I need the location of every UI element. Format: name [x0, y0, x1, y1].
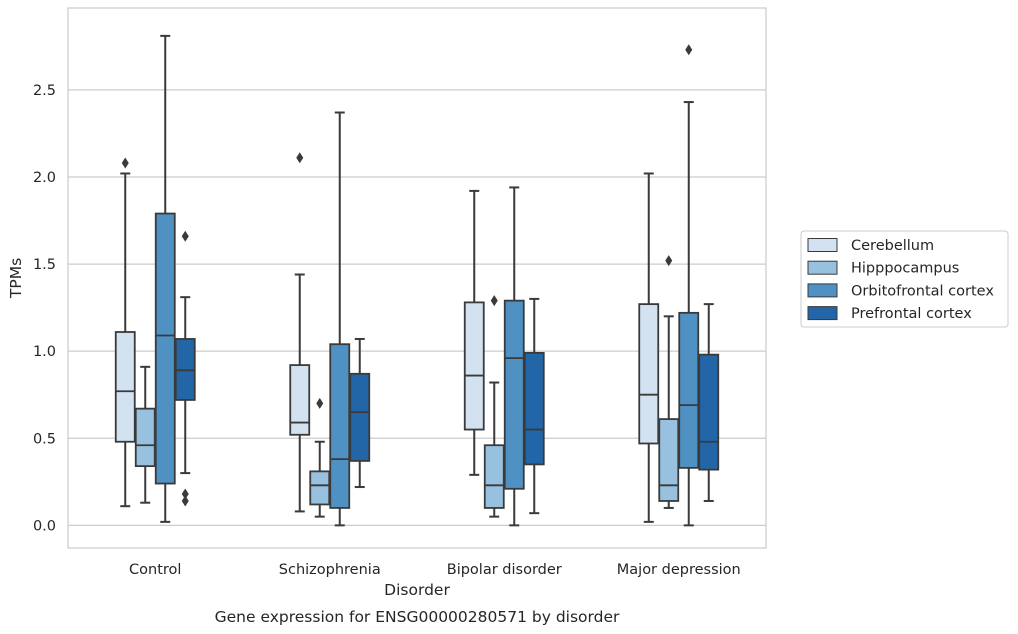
box-iqr: [134, 407, 156, 468]
flier-point: [685, 44, 693, 56]
box-group: [114, 34, 720, 527]
box-iqr: [698, 353, 720, 471]
box-cerebellum: [638, 172, 660, 523]
x-tick-label: Control: [129, 562, 181, 578]
box-hipppocampus: [658, 255, 680, 509]
flier-point: [316, 397, 324, 409]
box-iqr: [503, 299, 525, 490]
chart-caption: Gene expression for ENSG00000280571 by d…: [215, 608, 620, 626]
box-hipppocampus: [483, 295, 505, 518]
flier-point: [181, 230, 189, 242]
box-cerebellum: [463, 189, 485, 476]
box-iqr: [309, 470, 331, 506]
box-orbitofrontal-cortex: [503, 186, 525, 527]
box-cerebellum: [289, 152, 311, 513]
box-iqr: [349, 372, 371, 462]
box-iqr: [114, 331, 136, 443]
box-prefrontal-cortex: [349, 337, 371, 489]
box-orbitofrontal-cortex: [678, 44, 700, 527]
plot-frame: [67, 7, 767, 549]
legend-label: Cerebellum: [851, 238, 934, 254]
legend: Cerebellum Hipppocampus Orbitofrontal cort…: [800, 230, 1009, 328]
box-cerebellum: [114, 157, 136, 508]
flier-point: [181, 495, 189, 507]
y-tick-label: 0.5: [33, 431, 56, 447]
box-iqr: [463, 301, 485, 431]
box-iqr: [523, 352, 545, 466]
x-tick-label: Bipolar disorder: [447, 562, 562, 578]
y-tick-label: 1.0: [33, 344, 56, 360]
legend-swatch: [807, 283, 838, 298]
box-orbitofrontal-cortex: [154, 34, 176, 523]
box-iqr: [678, 311, 700, 469]
box-iqr: [329, 343, 351, 509]
legend-swatch: [807, 306, 838, 321]
legend-frame: [800, 230, 1009, 328]
box-iqr: [638, 303, 660, 445]
legend-swatch: [807, 238, 838, 252]
flier-point: [665, 255, 673, 267]
legend-label: Prefrontal cortex: [851, 306, 972, 322]
box-orbitofrontal-cortex: [329, 111, 351, 527]
y-tick-labels: 0.0 0.5 1.0 1.5 2.0 2.5: [33, 83, 56, 534]
flier-point: [490, 295, 498, 307]
flier-point: [296, 152, 304, 164]
x-tick-labels: Control Schizophrenia Bipolar disorder Majo…: [129, 562, 741, 578]
flier-point: [181, 488, 189, 500]
x-axis-label: Disorder: [384, 581, 450, 599]
box-iqr: [483, 444, 505, 509]
box-iqr: [289, 364, 311, 436]
legend-label: Orbitofrontal cortex: [851, 283, 994, 299]
y-tick-label: 0.0: [33, 518, 56, 534]
box-iqr: [658, 418, 680, 502]
legend-swatch: [807, 260, 838, 275]
box-prefrontal-cortex: [174, 230, 196, 507]
box-hipppocampus: [134, 365, 156, 504]
y-axis-label: TPMs: [7, 258, 25, 299]
flier-point: [121, 157, 129, 169]
legend-label: Hipppocampus: [851, 261, 959, 277]
box-prefrontal-cortex: [523, 297, 545, 515]
y-tick-label: 2.0: [33, 170, 56, 186]
x-tick-label: Major depression: [617, 562, 741, 578]
y-tick-label: 2.5: [33, 83, 56, 99]
box-iqr: [154, 212, 176, 485]
box-prefrontal-cortex: [698, 303, 720, 502]
y-tick-label: 1.5: [33, 257, 56, 273]
box-hipppocampus: [309, 397, 331, 518]
x-tick-label: Schizophrenia: [279, 562, 381, 578]
